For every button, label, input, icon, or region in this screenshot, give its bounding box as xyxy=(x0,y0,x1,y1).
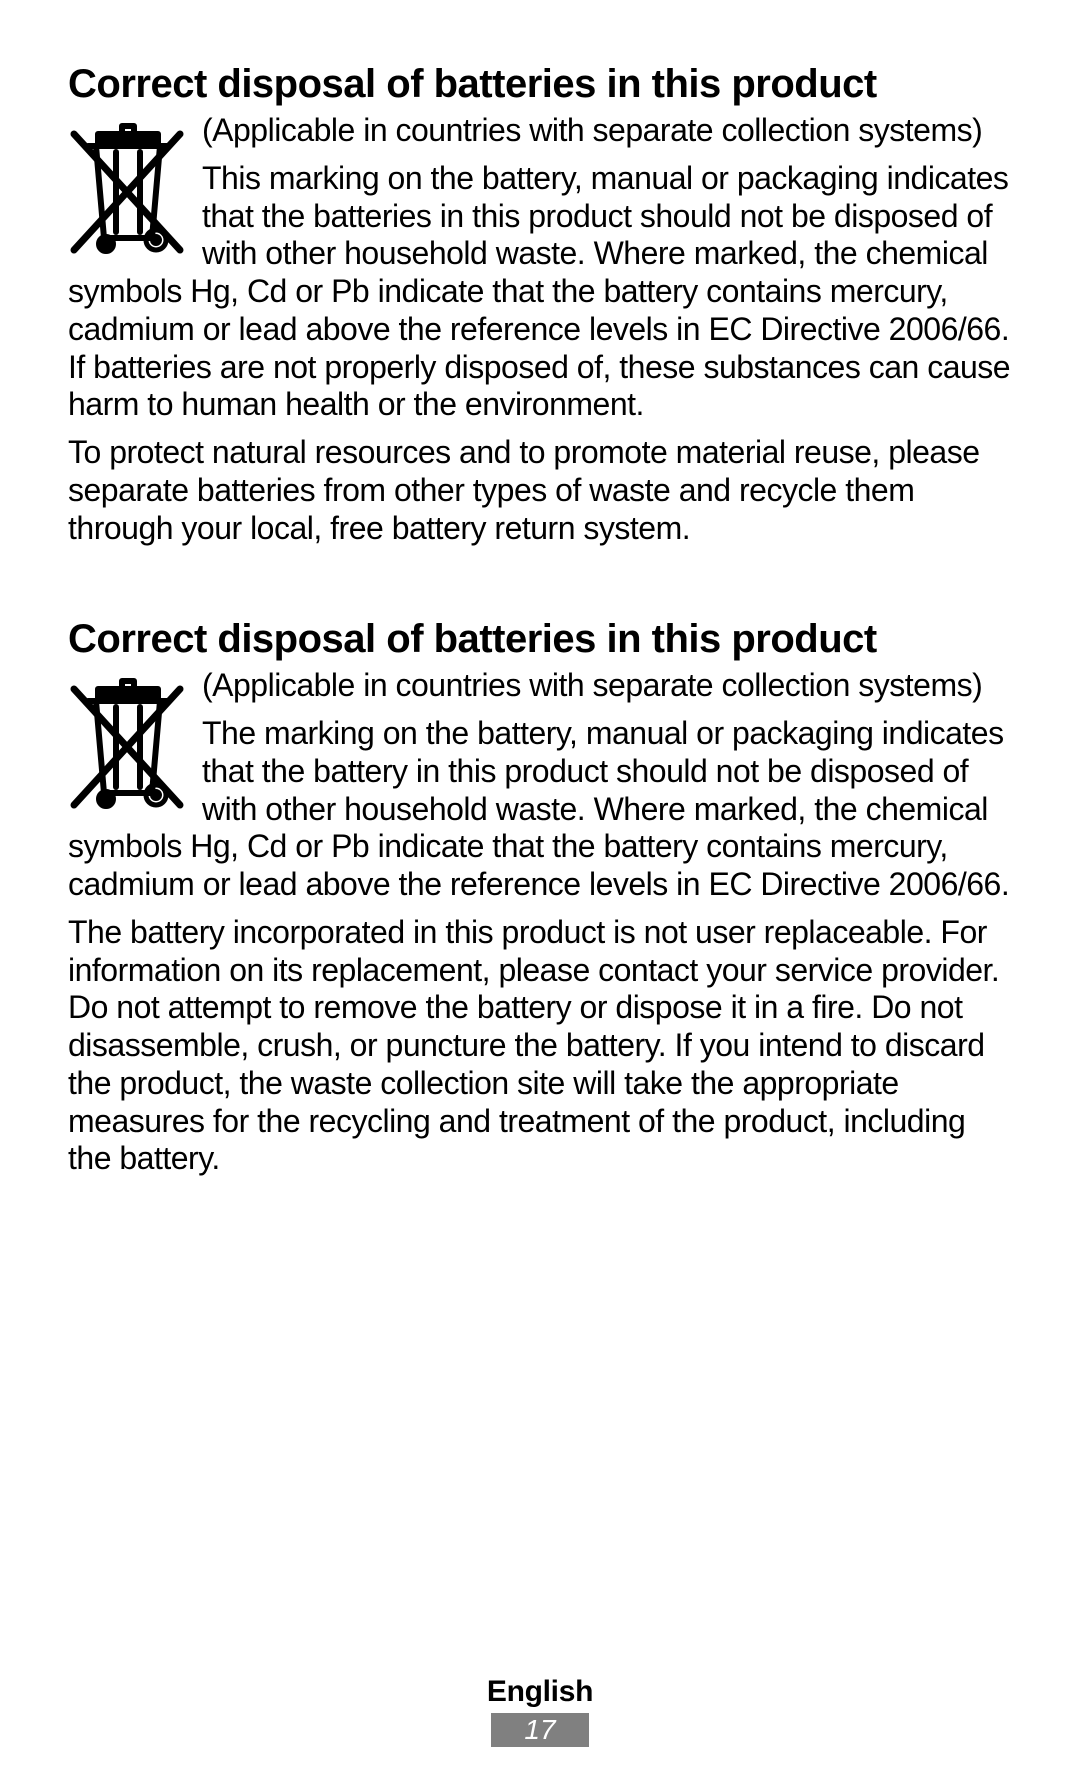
page-number-badge: 17 xyxy=(491,1713,589,1747)
applicable-note: (Applicable in countries with separate c… xyxy=(68,112,1012,150)
body-text: The marking on the battery, manual or pa… xyxy=(68,715,1012,904)
section-disposal-2: Correct disposal of batteries in this pr… xyxy=(68,617,1012,1188)
section-disposal-1: Correct disposal of batteries in this pr… xyxy=(68,62,1012,557)
weee-bin-icon xyxy=(68,675,188,815)
extra-text: To protect natural resources and to prom… xyxy=(68,434,1012,547)
weee-bin-icon xyxy=(68,120,188,260)
section-heading: Correct disposal of batteries in this pr… xyxy=(68,62,1012,106)
body-text: This marking on the battery, manual or p… xyxy=(68,160,1012,424)
applicable-note: (Applicable in countries with separate c… xyxy=(68,667,1012,705)
page-footer: English 17 xyxy=(0,1675,1080,1747)
language-label: English xyxy=(0,1675,1080,1709)
section-heading: Correct disposal of batteries in this pr… xyxy=(68,617,1012,661)
extra-text: The battery incorporated in this product… xyxy=(68,914,1012,1178)
